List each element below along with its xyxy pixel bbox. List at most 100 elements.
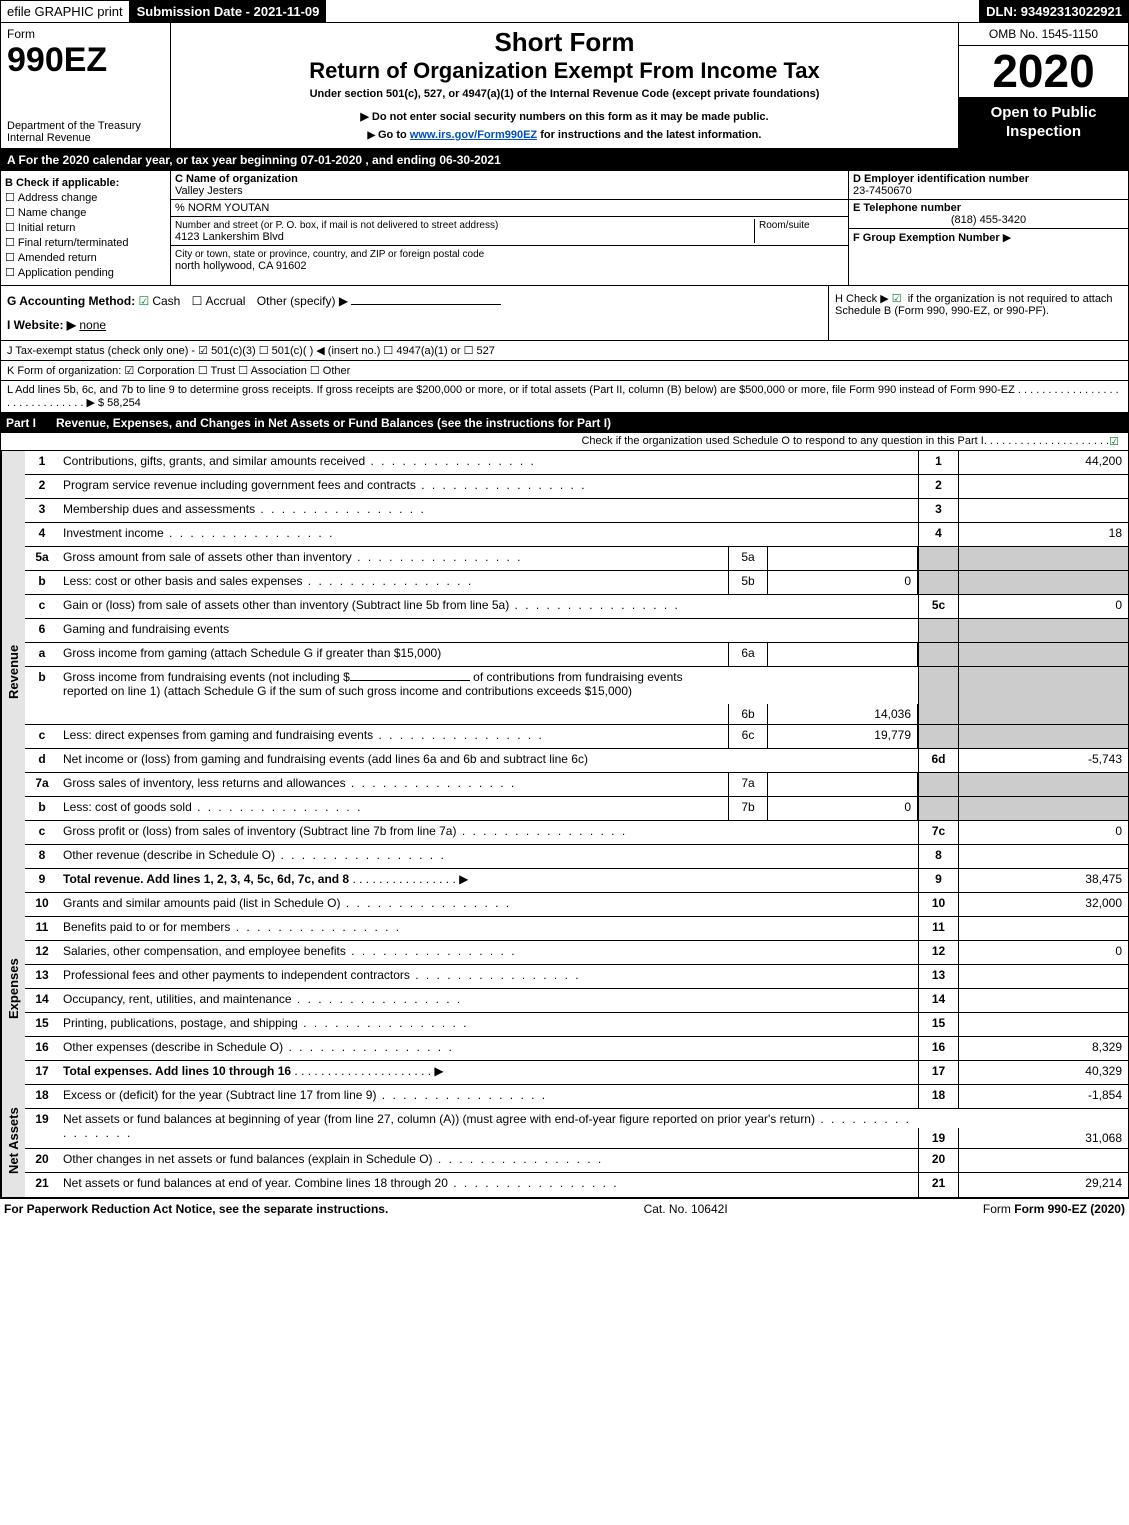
section-expenses: Expenses 10Grants and similar amounts pa…: [0, 893, 1129, 1085]
ln-8-v: [958, 845, 1128, 868]
ln-10-n: 10: [25, 893, 59, 916]
footer-right: Form Form 990-EZ (2020): [983, 1202, 1125, 1216]
side-label-expenses: Expenses: [1, 893, 25, 1085]
ln-6b-fill[interactable]: [350, 680, 470, 681]
chk-address-change[interactable]: Address change: [5, 191, 166, 204]
ln-18-d: Excess or (deficit) for the year (Subtra…: [59, 1085, 918, 1108]
ln-9-n: 9: [25, 869, 59, 892]
ln-12-n: 12: [25, 941, 59, 964]
ln-6-grey: [918, 619, 958, 642]
ln-6c-n: c: [25, 725, 59, 748]
submission-date: Submission Date - 2021-11-09: [130, 0, 327, 23]
ln-7a-sn: 7a: [728, 773, 768, 796]
ln-11-d: Benefits paid to or for members: [59, 917, 918, 940]
chk-schedule-o[interactable]: [1109, 435, 1122, 448]
ln-12-ln: 12: [918, 941, 958, 964]
dept-irs: Internal Revenue: [7, 132, 164, 144]
box-b-label: B Check if applicable:: [5, 177, 166, 189]
ln-3-v: [958, 499, 1128, 522]
ln-15-d: Printing, publications, postage, and shi…: [59, 1013, 918, 1036]
ln-5a-grey: [918, 547, 958, 570]
ln-16-v: 8,329: [958, 1037, 1128, 1060]
ln-7a-greyv: [958, 773, 1128, 796]
room-label: Room/suite: [759, 220, 810, 231]
ln-5b-n: b: [25, 571, 59, 594]
ln-15-ln: 15: [918, 1013, 958, 1036]
ln-3-n: 3: [25, 499, 59, 522]
ln-14-d: Occupancy, rent, utilities, and maintena…: [59, 989, 918, 1012]
ln-5b-d: Less: cost or other basis and sales expe…: [59, 571, 728, 594]
ln-16-ln: 16: [918, 1037, 958, 1060]
chk-amended-return[interactable]: Amended return: [5, 251, 166, 264]
city: north hollywood, CA 91602: [175, 260, 306, 272]
ln-5a-n: 5a: [25, 547, 59, 570]
form-name: 990EZ: [7, 41, 107, 79]
box-f-label: F Group Exemption Number: [853, 232, 1000, 244]
ln-8-d: Other revenue (describe in Schedule O): [59, 845, 918, 868]
ln-14-ln: 14: [918, 989, 958, 1012]
ln-5c-ln: 5c: [918, 595, 958, 618]
chk-accrual[interactable]: Accrual: [192, 294, 246, 308]
goto-pre: Go to: [378, 129, 410, 141]
ln-2-d: Program service revenue including govern…: [59, 475, 918, 498]
ln-9-d: Total revenue. Add lines 1, 2, 3, 4, 5c,…: [59, 869, 918, 892]
subtitle: Under section 501(c), 527, or 4947(a)(1)…: [179, 88, 950, 100]
ln-6c-grey: [918, 725, 958, 748]
ln-5b-sn: 5b: [728, 571, 768, 594]
ln-13-d: Professional fees and other payments to …: [59, 965, 918, 988]
ln-20-v: [958, 1149, 1128, 1172]
line-h-pre: H Check ▶: [835, 293, 889, 305]
ln-19-n: 19: [25, 1109, 59, 1148]
chk-application-pending[interactable]: Application pending: [5, 266, 166, 279]
goto-link[interactable]: www.irs.gov/Form990EZ: [410, 129, 537, 141]
efile-print[interactable]: efile GRAPHIC print: [0, 0, 130, 23]
ln-6-d: Gaming and fundraising events: [59, 619, 918, 642]
warning-ssn: Do not enter social security numbers on …: [179, 110, 950, 123]
chk-cash[interactable]: Cash: [139, 294, 181, 308]
section-net-assets: Net Assets 18Excess or (deficit) for the…: [0, 1085, 1129, 1198]
ln-7a-sv: [768, 773, 918, 796]
chk-name-change[interactable]: Name change: [5, 206, 166, 219]
ln-18-v: -1,854: [958, 1085, 1128, 1108]
topbar-spacer: [326, 0, 979, 23]
tax-year: 2020: [959, 46, 1128, 97]
ln-15-v: [958, 1013, 1128, 1036]
ln-20-d: Other changes in net assets or fund bala…: [59, 1149, 918, 1172]
omb-number: OMB No. 1545-1150: [959, 23, 1128, 46]
form-header: Form 990EZ Department of the Treasury In…: [0, 23, 1129, 149]
ln-2-ln: 2: [918, 475, 958, 498]
ln-6b-sn: 6b: [728, 704, 768, 724]
ln-11-n: 11: [25, 917, 59, 940]
ln-17-ln: 17: [918, 1061, 958, 1084]
ln-7c-ln: 7c: [918, 821, 958, 844]
ln-10-d: Grants and similar amounts paid (list in…: [59, 893, 918, 916]
ln-6d-n: d: [25, 749, 59, 772]
ln-6c-greyv: [958, 725, 1128, 748]
ln-14-n: 14: [25, 989, 59, 1012]
part-i-check-line: Check if the organization used Schedule …: [581, 435, 983, 448]
ln-16-n: 16: [25, 1037, 59, 1060]
ln-14-v: [958, 989, 1128, 1012]
ln-7b-grey: [918, 797, 958, 820]
ein: 23-7450670: [853, 185, 912, 197]
ln-10-v: 32,000: [958, 893, 1128, 916]
ln-7c-d: Gross profit or (loss) from sales of inv…: [59, 821, 918, 844]
chk-initial-return[interactable]: Initial return: [5, 221, 166, 234]
ln-5b-grey: [918, 571, 958, 594]
ln-6-greyv: [958, 619, 1128, 642]
ln-7b-sn: 7b: [728, 797, 768, 820]
ln-2-v: [958, 475, 1128, 498]
ln-20-n: 20: [25, 1149, 59, 1172]
ln-7b-sv: 0: [768, 797, 918, 820]
other-specify-line[interactable]: [351, 304, 501, 305]
ln-6b-grey: [918, 667, 958, 724]
ln-8-n: 8: [25, 845, 59, 868]
part-i-label: Part I: [6, 416, 36, 430]
chk-final-return[interactable]: Final return/terminated: [5, 236, 166, 249]
ln-4-v: 18: [958, 523, 1128, 546]
ln-20-ln: 20: [918, 1149, 958, 1172]
ln-18-ln: 18: [918, 1085, 958, 1108]
chk-schedule-b[interactable]: [892, 293, 905, 305]
line-i-label: I Website: ▶: [7, 318, 76, 332]
ln-3-ln: 3: [918, 499, 958, 522]
